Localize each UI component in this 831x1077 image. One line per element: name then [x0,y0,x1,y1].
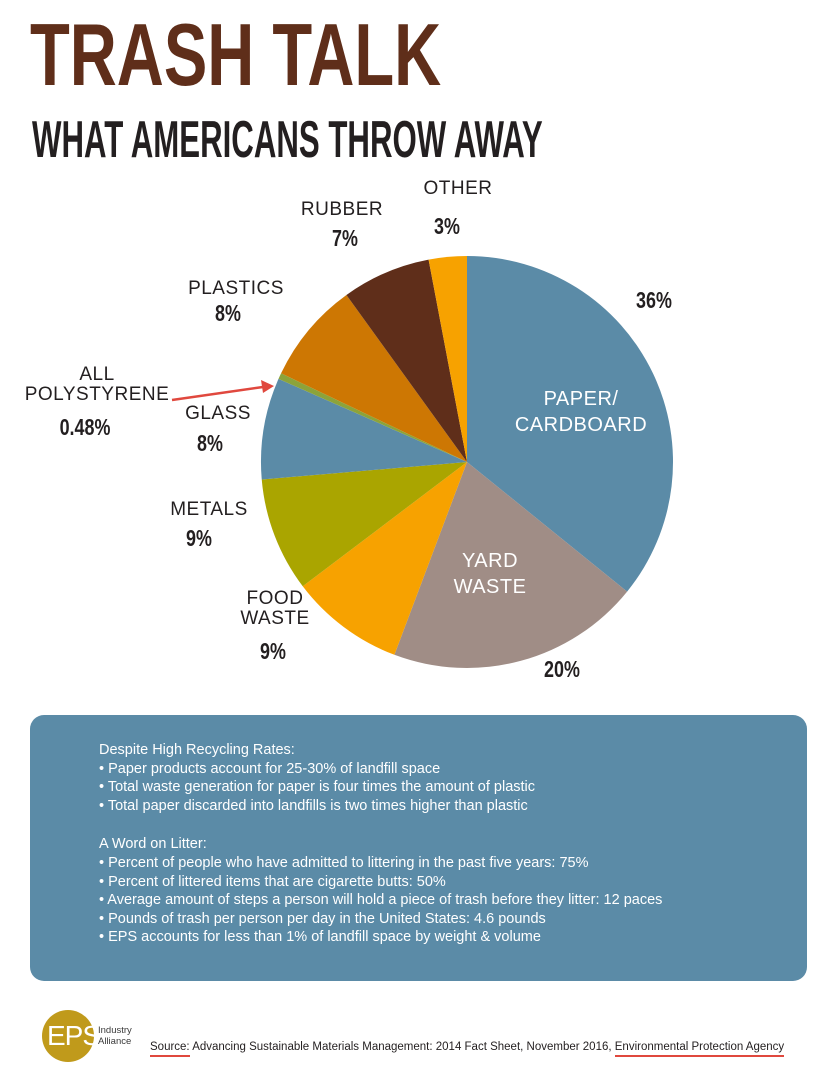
pie-slice-food-waste [302,462,467,655]
pie-slice-paper-cardboard [467,256,674,592]
info-item: • Average amount of steps a person will … [99,892,663,909]
logo-text: EPS [47,1020,101,1051]
info-panel: Despite High Recycling Rates: • Paper pr… [30,715,807,981]
slice-label-paper-cardboard: PAPER/CARDBOARD [515,388,647,436]
slice-value-rubber: 7% [332,226,358,252]
slice-label-rubber: RUBBER [301,199,383,220]
logo-subtext: Industry Alliance [98,1025,132,1047]
page-title: TRASH TALK [30,5,442,104]
info-list-litter: • Percent of people who have admitted to… [99,854,789,947]
slice-value-metals: 9% [186,526,212,552]
slice-value-yard-waste: 20% [544,657,580,683]
info-item: • Pounds of trash per person per day in … [99,910,546,927]
pie-slice-glass [260,378,467,480]
source-agency: Environmental Protection Agency [614,1041,785,1057]
pie-slice-other [428,256,467,462]
logo-subtext-line: Alliance [98,1036,132,1047]
info-item: • Total waste generation for paper is fo… [99,779,536,796]
source-label: Source: [150,1041,190,1057]
slice-label-yard-waste: YARD WASTE [454,550,527,598]
slice-value-glass: 8% [197,431,223,457]
source-citation: Source: Advancing Sustainable Materials … [150,1041,785,1057]
slice-label-other: OTHER [424,178,493,199]
pie-slice-metals [261,462,467,587]
slice-value-paper-cardboard: 36% [636,288,672,314]
info-item: • Percent of people who have admitted to… [99,854,589,871]
logo-circle [42,1010,94,1062]
slice-value-other: 3% [434,214,460,240]
slice-value-plastics: 8% [215,301,241,327]
page-subtitle: WHAT AMERICANS THROW AWAY [32,111,543,169]
slice-value-food-waste: 9% [260,639,286,665]
logo-subtext-line: Industry [98,1025,132,1036]
pie-slice-all-polystyrene [278,373,467,462]
pie-slice-plastics [281,294,467,462]
pie-slice-yard-waste [394,462,628,668]
info-item: • Percent of littered items that are cig… [99,873,446,890]
info-item: • EPS accounts for less than 1% of landf… [99,929,541,946]
slice-label-metals: METALS [170,499,248,520]
polystyrene-pointer-arrow [171,380,274,402]
pie-chart: PAPER/CARDBOARD 36% YARD WASTE 20% FOOD WASTE 9… [25,178,674,683]
slice-label-plastics: PLASTICS [188,278,284,299]
info-list-recycling: • Paper products account for 25-30% of l… [99,760,789,816]
slice-label-food-waste: FOOD WASTE [240,588,309,629]
pie-slice-rubber [346,259,467,462]
source-text: Advancing Sustainable Materials Manageme… [189,1041,615,1053]
info-text: Despite High Recycling Rates: • Paper pr… [99,741,789,947]
slice-value-all-polystyrene: 0.48% [60,415,111,441]
info-heading-recycling: Despite High Recycling Rates: [99,742,295,758]
slice-label-glass: GLASS [185,403,251,424]
slice-label-all-polystyrene: ALL POLYSTYRENE [25,364,170,405]
info-item: • Total paper discarded into landfills i… [99,797,528,814]
info-item: • Paper products account for 25-30% of l… [99,760,441,777]
info-heading-litter: A Word on Litter: [99,836,207,853]
eps-logo: EPS Industry Alliance [42,1010,152,1062]
